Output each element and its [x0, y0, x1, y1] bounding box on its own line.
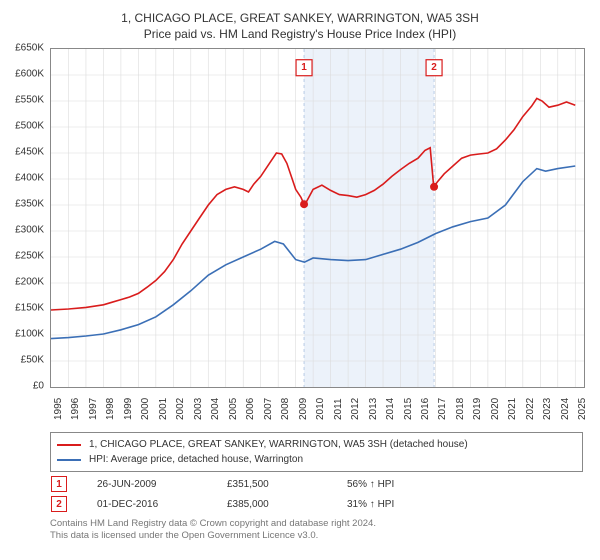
y-tick-label: £350K — [15, 199, 44, 210]
footnote: Contains HM Land Registry data © Crown c… — [50, 518, 590, 543]
x-tick-label: 2014 — [385, 398, 396, 420]
event-delta: 56% ↑ HPI — [347, 479, 447, 490]
x-tick-label: 2002 — [175, 398, 186, 420]
sale-events: 1 26-JUN-2009£351,50056% ↑ HPI 2 01-DEC-201… — [45, 474, 585, 514]
x-tick-label: 2003 — [193, 398, 204, 420]
event-badge: 2 — [51, 496, 67, 512]
x-tick-label: 2013 — [368, 398, 379, 420]
x-tick-label: 2005 — [228, 398, 239, 420]
x-tick-label: 2021 — [507, 398, 518, 420]
x-tick-label: 2016 — [420, 398, 431, 420]
plot-svg: 12 — [51, 49, 584, 387]
x-tick-label: 2019 — [472, 398, 483, 420]
y-tick-label: £200K — [15, 277, 44, 288]
x-tick-label: 2007 — [263, 398, 274, 420]
x-tick-label: 2012 — [350, 398, 361, 420]
legend-swatch — [57, 459, 81, 461]
x-tick-label: 1997 — [88, 398, 99, 420]
x-tick-label: 2006 — [245, 398, 256, 420]
title-line-1: 1, CHICAGO PLACE, GREAT SANKEY, WARRINGT… — [0, 10, 600, 26]
event-delta: 31% ↑ HPI — [347, 499, 447, 510]
x-tick-label: 2017 — [437, 398, 448, 420]
svg-text:1: 1 — [301, 62, 307, 73]
title-line-2: Price paid vs. HM Land Registry's House … — [0, 26, 600, 42]
x-tick-label: 2011 — [333, 398, 344, 420]
footnote-line-1: Contains HM Land Registry data © Crown c… — [50, 518, 590, 530]
plot-area: 12 — [50, 48, 585, 388]
event-price: £385,000 — [227, 499, 347, 510]
event-row: 2 01-DEC-2016£385,00031% ↑ HPI — [45, 494, 585, 514]
y-tick-label: £450K — [15, 147, 44, 158]
y-tick-label: £150K — [15, 303, 44, 314]
y-tick-label: £300K — [15, 225, 44, 236]
y-tick-label: £500K — [15, 121, 44, 132]
y-tick-label: £100K — [15, 329, 44, 340]
y-tick-label: £550K — [15, 95, 44, 106]
footnote-line-2: This data is licensed under the Open Gov… — [50, 530, 590, 542]
legend: 1, CHICAGO PLACE, GREAT SANKEY, WARRINGT… — [50, 432, 583, 472]
x-tick-label: 1999 — [123, 398, 134, 420]
y-tick-label: £50K — [21, 355, 44, 366]
x-tick-label: 2022 — [525, 398, 536, 420]
x-tick-label: 2023 — [542, 398, 553, 420]
x-tick-label: 2018 — [455, 398, 466, 420]
y-tick-label: £400K — [15, 173, 44, 184]
x-tick-label: 2001 — [158, 398, 169, 420]
svg-text:2: 2 — [431, 62, 437, 73]
x-tick-label: 2004 — [210, 398, 221, 420]
legend-item: HPI: Average price, detached house, Warr… — [57, 452, 576, 467]
y-tick-label: £650K — [15, 43, 44, 54]
y-tick-label: £0 — [33, 381, 44, 392]
x-tick-label: 2010 — [315, 398, 326, 420]
chart-title: 1, CHICAGO PLACE, GREAT SANKEY, WARRINGT… — [0, 0, 600, 42]
y-tick-label: £600K — [15, 69, 44, 80]
legend-label: HPI: Average price, detached house, Warr… — [89, 452, 303, 467]
x-tick-label: 1995 — [53, 398, 64, 420]
x-tick-label: 2020 — [490, 398, 501, 420]
y-axis-labels: £0£50K£100K£150K£200K£250K£300K£350K£400… — [0, 48, 48, 388]
x-tick-label: 1998 — [105, 398, 116, 420]
legend-label: 1, CHICAGO PLACE, GREAT SANKEY, WARRINGT… — [89, 437, 468, 452]
x-tick-label: 2024 — [560, 398, 571, 420]
x-tick-label: 2025 — [577, 398, 588, 420]
event-price: £351,500 — [227, 479, 347, 490]
legend-swatch — [57, 444, 81, 446]
x-tick-label: 2009 — [298, 398, 309, 420]
event-row: 1 26-JUN-2009£351,50056% ↑ HPI — [45, 474, 585, 494]
x-tick-label: 2000 — [140, 398, 151, 420]
event-date: 26-JUN-2009 — [97, 479, 227, 490]
x-tick-label: 1996 — [70, 398, 81, 420]
x-axis-labels: 1995 1996 1997 1998 1999 2000 2001 2002 2003 2004… — [50, 390, 585, 430]
x-tick-label: 2008 — [280, 398, 291, 420]
legend-item: 1, CHICAGO PLACE, GREAT SANKEY, WARRINGT… — [57, 437, 576, 452]
event-date: 01-DEC-2016 — [97, 499, 227, 510]
y-tick-label: £250K — [15, 251, 44, 262]
event-badge: 1 — [51, 476, 67, 492]
x-tick-label: 2015 — [403, 398, 414, 420]
